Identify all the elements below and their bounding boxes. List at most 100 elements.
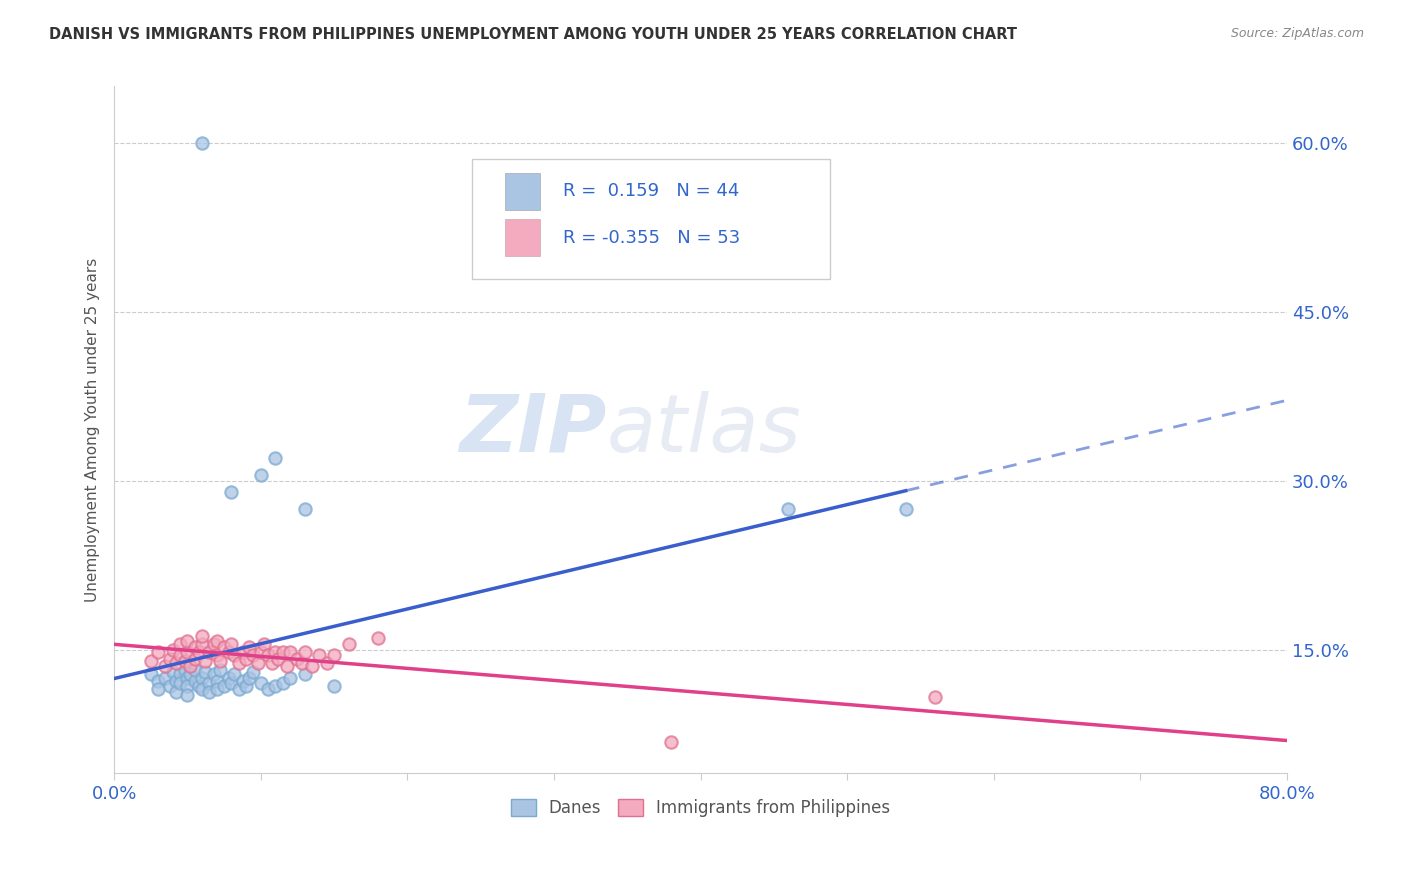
Point: [264, 451, 287, 466]
Point: [294, 667, 316, 681]
Point: [191, 637, 214, 651]
Point: [232, 645, 254, 659]
Text: R =  0.159   N = 44: R = 0.159 N = 44: [564, 183, 740, 201]
Point: [323, 648, 346, 662]
Point: [212, 679, 235, 693]
FancyBboxPatch shape: [505, 219, 540, 256]
Point: [169, 648, 191, 662]
Point: [179, 659, 201, 673]
Point: [278, 671, 301, 685]
Point: [176, 645, 198, 659]
Point: [205, 648, 228, 662]
Point: [188, 645, 211, 659]
Point: [208, 654, 231, 668]
Point: [235, 651, 257, 665]
Point: [165, 685, 187, 699]
Point: [202, 637, 225, 651]
Point: [155, 659, 177, 673]
Point: [188, 679, 211, 693]
Point: [191, 681, 214, 696]
Point: [202, 667, 225, 681]
Point: [176, 671, 198, 685]
Point: [159, 679, 181, 693]
Point: [221, 676, 243, 690]
Point: [262, 656, 284, 670]
Y-axis label: Unemployment Among Youth under 25 years: Unemployment Among Youth under 25 years: [86, 258, 100, 602]
FancyBboxPatch shape: [472, 159, 830, 278]
Point: [205, 674, 228, 689]
Point: [294, 501, 316, 516]
Point: [271, 645, 294, 659]
Point: [235, 679, 257, 693]
Point: [257, 681, 280, 696]
Point: [264, 645, 287, 659]
FancyBboxPatch shape: [505, 172, 540, 211]
Point: [264, 679, 287, 693]
Point: [184, 640, 207, 655]
Point: [659, 735, 682, 749]
Point: [894, 501, 917, 516]
Text: atlas: atlas: [607, 391, 801, 469]
Point: [294, 645, 316, 659]
Point: [159, 651, 181, 665]
Point: [337, 637, 360, 651]
Point: [249, 645, 271, 659]
Point: [323, 679, 346, 693]
Point: [224, 667, 246, 681]
Point: [315, 656, 337, 670]
Point: [191, 629, 214, 643]
Point: [228, 681, 250, 696]
Point: [191, 671, 214, 685]
Point: [194, 665, 217, 679]
Point: [173, 654, 195, 668]
Point: [198, 676, 221, 690]
Point: [218, 671, 240, 685]
Point: [301, 659, 323, 673]
Legend: Danes, Immigrants from Philippines: Danes, Immigrants from Philippines: [503, 792, 897, 823]
Point: [291, 656, 314, 670]
Point: [242, 648, 264, 662]
Point: [194, 654, 217, 668]
Point: [287, 651, 309, 665]
Point: [278, 645, 301, 659]
Point: [173, 663, 195, 677]
Point: [146, 674, 169, 689]
Point: [198, 685, 221, 699]
Point: [249, 676, 271, 690]
Point: [198, 645, 221, 659]
Point: [205, 633, 228, 648]
Point: [176, 688, 198, 702]
Point: [276, 659, 298, 673]
Point: [191, 136, 214, 150]
Point: [267, 651, 290, 665]
Point: [924, 690, 946, 704]
Point: [165, 674, 187, 689]
Point: [212, 640, 235, 655]
Point: [249, 467, 271, 482]
Point: [184, 651, 207, 665]
Point: [271, 676, 294, 690]
Point: [184, 663, 207, 677]
Point: [221, 637, 243, 651]
Point: [184, 674, 207, 689]
Text: R = -0.355   N = 53: R = -0.355 N = 53: [564, 228, 741, 246]
Point: [169, 637, 191, 651]
Point: [253, 637, 276, 651]
Point: [162, 642, 184, 657]
Point: [146, 645, 169, 659]
Point: [176, 633, 198, 648]
Point: [155, 671, 177, 685]
Point: [224, 648, 246, 662]
Point: [179, 667, 201, 681]
Point: [308, 648, 330, 662]
Text: DANISH VS IMMIGRANTS FROM PHILIPPINES UNEMPLOYMENT AMONG YOUTH UNDER 25 YEARS CO: DANISH VS IMMIGRANTS FROM PHILIPPINES UN…: [49, 27, 1017, 42]
Point: [246, 656, 269, 670]
Point: [139, 654, 162, 668]
Point: [228, 656, 250, 670]
Point: [257, 648, 280, 662]
Point: [221, 484, 243, 499]
Point: [218, 645, 240, 659]
Point: [238, 640, 260, 655]
Point: [169, 667, 191, 681]
Point: [176, 679, 198, 693]
